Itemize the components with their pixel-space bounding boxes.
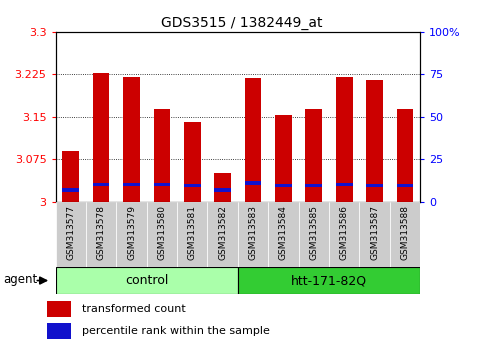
Text: htt-171-82Q: htt-171-82Q	[291, 274, 367, 287]
Bar	[390, 202, 420, 267]
Bar	[397, 184, 413, 187]
Text: GSM313586: GSM313586	[340, 205, 349, 260]
Text: GSM313581: GSM313581	[188, 205, 197, 260]
Text: GSM313580: GSM313580	[157, 205, 167, 260]
Text: GSM313582: GSM313582	[218, 205, 227, 260]
Bar	[359, 202, 390, 267]
Bar	[184, 184, 200, 187]
Text: GSM313584: GSM313584	[279, 205, 288, 260]
Bar	[47, 323, 71, 339]
Text: GSM313585: GSM313585	[309, 205, 318, 260]
Bar	[329, 202, 359, 267]
Bar	[154, 183, 170, 187]
Bar	[305, 109, 322, 202]
Text: transformed count: transformed count	[82, 304, 185, 314]
Bar	[184, 122, 200, 202]
Bar	[123, 77, 140, 202]
Text: GSM313578: GSM313578	[97, 205, 106, 260]
Bar	[56, 202, 86, 267]
Bar	[62, 188, 79, 192]
Bar	[238, 202, 268, 267]
Bar	[336, 77, 353, 202]
Text: GSM313577: GSM313577	[66, 205, 75, 260]
Bar	[177, 202, 208, 267]
Text: GSM313588: GSM313588	[400, 205, 410, 260]
Bar	[245, 181, 261, 185]
Bar	[62, 151, 79, 202]
Bar	[214, 173, 231, 202]
Bar	[336, 183, 353, 187]
Bar	[275, 115, 292, 202]
Bar	[93, 73, 110, 202]
Bar	[275, 184, 292, 187]
Text: GDS3515 / 1382449_at: GDS3515 / 1382449_at	[161, 16, 322, 30]
Text: GSM313587: GSM313587	[370, 205, 379, 260]
Bar	[305, 184, 322, 187]
Bar	[397, 109, 413, 202]
Bar	[208, 202, 238, 267]
Bar	[214, 188, 231, 192]
Bar	[268, 202, 298, 267]
Bar	[47, 301, 71, 317]
Bar	[123, 183, 140, 187]
Text: agent: agent	[3, 273, 37, 286]
Bar	[93, 183, 110, 187]
Bar	[245, 78, 261, 202]
Bar	[147, 202, 177, 267]
Text: percentile rank within the sample: percentile rank within the sample	[82, 326, 270, 336]
Bar	[116, 202, 147, 267]
Bar	[238, 267, 420, 294]
Bar	[366, 80, 383, 202]
Bar	[154, 109, 170, 202]
Text: GSM313579: GSM313579	[127, 205, 136, 260]
Text: control: control	[125, 274, 169, 287]
Bar	[86, 202, 116, 267]
Text: GSM313583: GSM313583	[249, 205, 257, 260]
Bar	[298, 202, 329, 267]
Bar	[56, 267, 238, 294]
Bar	[366, 184, 383, 187]
